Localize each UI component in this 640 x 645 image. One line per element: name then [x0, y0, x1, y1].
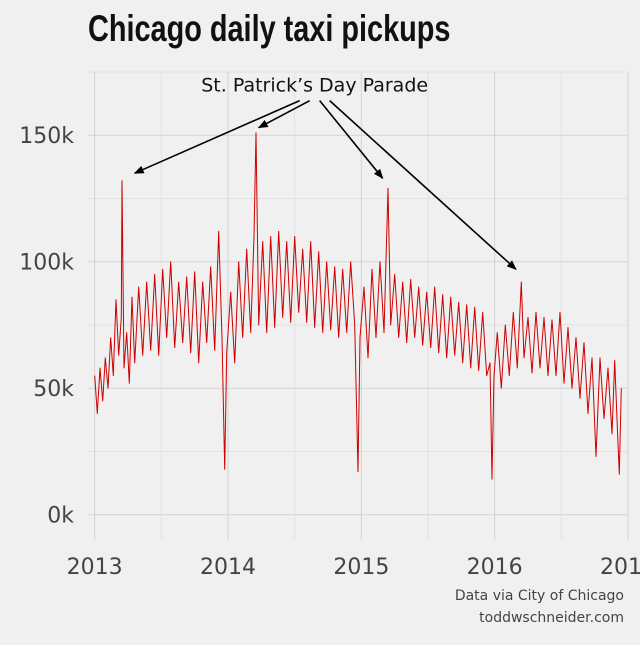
- series-layer: [94, 132, 622, 480]
- series-line: [94, 132, 622, 480]
- tick-labels: 2013 2014 2015 2016 2017 0k 50k 100k 150k: [19, 124, 640, 580]
- annotation: St. Patrick’s Day Parade: [133, 75, 517, 270]
- x-tick-label: 2016: [467, 555, 523, 580]
- annotation-arrow: [257, 99, 311, 129]
- annotation-arrow: [133, 99, 300, 174]
- source-credit: Data via City of Chicago: [454, 588, 624, 604]
- chart-title: Chicago daily taxi pickups: [88, 8, 451, 49]
- x-tick-label: 2015: [333, 555, 389, 580]
- y-tick-label: 100k: [19, 251, 74, 276]
- y-tick-label: 50k: [33, 377, 74, 402]
- major-gridlines: [88, 72, 629, 540]
- x-tick-label: 2017: [600, 555, 640, 580]
- annotation-arrow: [319, 100, 384, 180]
- annotation-arrow: [329, 100, 517, 270]
- x-tick-label: 2014: [200, 555, 256, 580]
- source-url: toddwschneider.com: [479, 610, 624, 626]
- y-tick-label: 0k: [47, 504, 74, 529]
- x-tick-label: 2013: [67, 555, 123, 580]
- annotation-label: St. Patrick’s Day Parade: [201, 75, 428, 97]
- y-tick-label: 150k: [19, 124, 74, 149]
